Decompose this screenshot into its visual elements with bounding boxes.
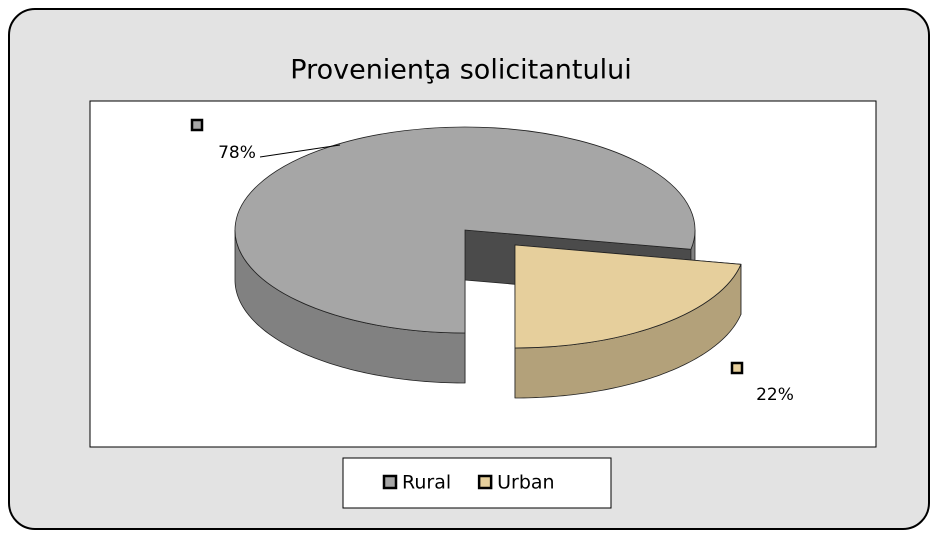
label-marker xyxy=(190,118,204,132)
legend-label: Urban xyxy=(497,472,554,494)
slice xyxy=(514,244,742,399)
chart-title: Provenienţa solicitantului xyxy=(290,55,631,86)
leader-line xyxy=(259,144,341,158)
slice-top xyxy=(514,244,742,349)
data-label: 22% xyxy=(756,385,794,405)
pie xyxy=(234,126,742,399)
legend-swatch xyxy=(382,474,398,490)
label-marker xyxy=(730,361,744,375)
slice-top xyxy=(234,126,696,334)
legend-swatch xyxy=(477,474,493,490)
legend-label: Rural xyxy=(402,472,451,494)
data-label: 78% xyxy=(218,143,256,163)
